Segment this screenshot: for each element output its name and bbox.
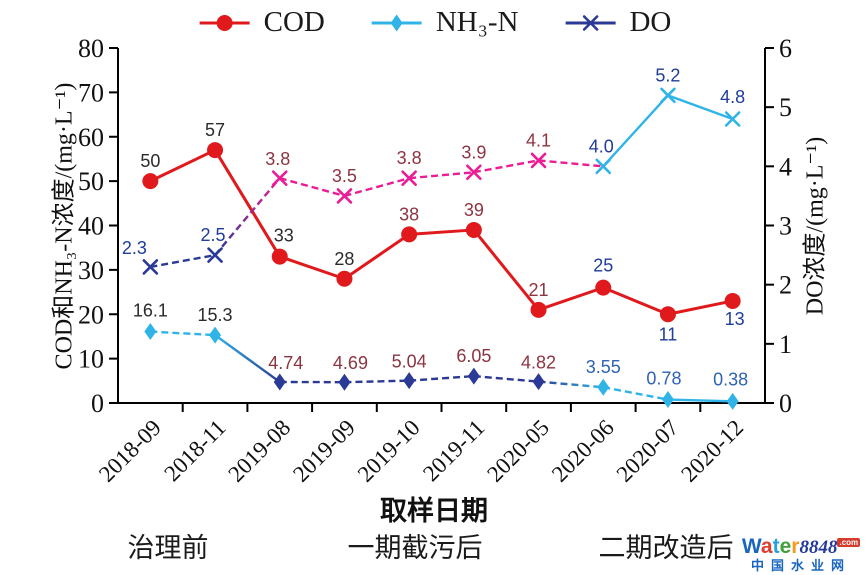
svg-text:2: 2 [779,271,792,300]
svg-text:10: 10 [78,345,104,374]
svg-text:3: 3 [779,212,792,241]
svg-text:70: 70 [78,78,104,107]
data-label: 0.38 [713,369,748,389]
logo-number: 8848 [799,537,838,559]
svg-text:60: 60 [78,123,104,152]
data-label: 3.9 [461,142,486,162]
data-label: 6.05 [456,346,491,366]
logo-brand: Water8848 .com [741,535,861,559]
data-label: 5.04 [392,352,427,372]
data-label: 25 [593,256,613,276]
stage-annotation-phase2: 二期改造后 [598,533,734,563]
data-label: 21 [529,280,549,300]
series-nhn-line [150,330,733,403]
legend-label-cod: COD [263,6,325,38]
x-tick-label: 2019-10 [353,415,425,487]
data-label: 3.8 [397,148,422,168]
x-tick-label: 2019-08 [223,415,295,487]
series-nhn-labels: 16.1 15.3 4.74 4.69 5.04 6.05 4.82 3.55 0.78 0.38 [133,301,748,390]
nh3n-line-marker-icon [369,12,425,34]
x-tick-label: 2020-06 [547,415,619,487]
data-label: 2.5 [201,225,226,245]
svg-text:0: 0 [91,389,104,418]
legend-item-cod: COD [197,6,325,39]
data-label: 11 [659,324,678,344]
x-tick-label: 2020-05 [482,415,554,487]
legend-label-nh3n: NH₃-N [435,6,519,38]
svg-text:4: 4 [779,152,792,181]
series-cod-points [142,142,741,323]
do-line-marker-icon [562,12,618,34]
svg-text:50: 50 [78,167,104,196]
data-label: 39 [464,200,484,220]
series-cod-labels: 50 57 33 28 38 39 21 25 11 13 [140,120,744,344]
legend-label-do: DO [629,6,672,38]
series-do-labels: 2.3 2.5 3.8 3.5 3.8 3.9 4.1 4.0 5.2 4.8 [122,65,745,258]
chart-legend: COD NH₃-N DO [197,6,671,39]
x-axis-title: 取样日期 [380,496,488,526]
x-tick-label: 2020-12 [676,415,748,487]
svg-text:0: 0 [779,389,792,418]
data-label: 4.8 [720,87,745,107]
data-label: 4.0 [589,136,614,156]
logo-tagline: 中国水业网 [750,558,851,574]
x-tick-label: 2020-07 [612,415,684,487]
data-label: 0.78 [646,369,681,389]
data-label: 57 [205,120,225,140]
data-label: 2.3 [122,238,147,258]
svg-text:20: 20 [78,300,104,329]
x-tick-label: 2019-11 [418,415,489,486]
x-tick-label: 2019-09 [288,415,360,487]
water8848-logo: Water8848 .com 中国水业网 [735,536,867,573]
cod-line-marker-icon [197,12,253,34]
svg-text:6: 6 [779,34,792,63]
data-label: 15.3 [198,305,233,325]
stage-annotation-before-treatment: 治理前 [127,533,209,563]
data-label: 16.1 [133,301,168,321]
series-do-line [150,94,734,269]
x-tick-label: 2018-11 [159,415,230,486]
legend-item-do: DO [562,6,671,39]
data-label: 33 [274,226,294,246]
legend-item-nh3n: NH₃-N [369,6,519,39]
data-label: 50 [140,151,160,171]
x-tick-label: 2018-09 [94,415,166,487]
data-label: 3.5 [332,166,357,186]
data-label: 4.1 [526,130,551,150]
svg-text:80: 80 [78,34,104,63]
svg-text:40: 40 [78,212,104,241]
data-label: 3.55 [586,357,621,377]
stage-annotation-phase1: 一期截污后 [347,533,483,563]
svg-text:30: 30 [78,256,104,285]
data-label: 4.82 [521,353,556,373]
logo-tld: .com [837,538,861,548]
data-label: 38 [399,204,419,224]
data-label: 3.8 [265,149,290,169]
data-label: 28 [334,249,354,269]
data-label: 5.2 [655,65,680,85]
series-cod-line [149,148,733,316]
data-label: 13 [725,309,745,329]
data-label: 4.74 [268,353,303,373]
svg-text:5: 5 [779,93,792,122]
series-nhn-points [144,323,739,410]
data-label: 4.69 [333,353,368,373]
svg-text:1: 1 [779,330,792,359]
series-do-points [142,87,741,275]
